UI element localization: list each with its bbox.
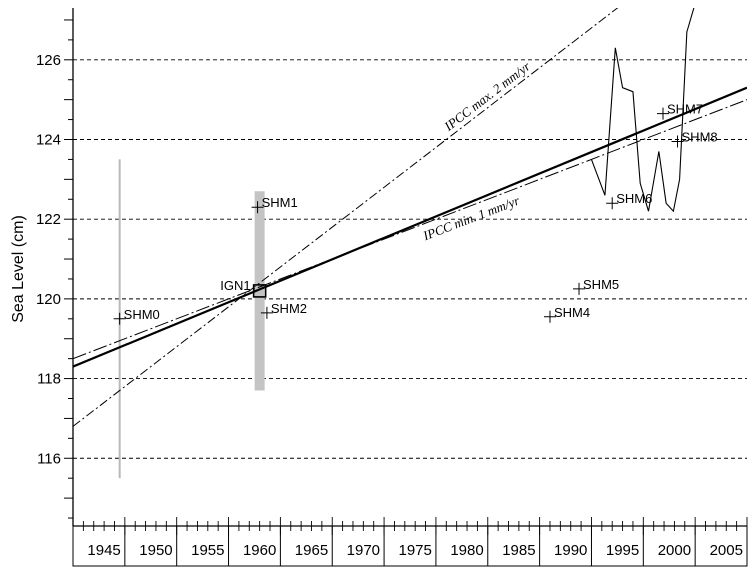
trend-line-1 xyxy=(73,8,619,427)
x-tick-label-1970: 1970 xyxy=(347,542,380,559)
ipcc-max-label: IPCC max. 2 mm/yr xyxy=(441,58,534,134)
point-marker-shm0 xyxy=(113,312,126,325)
point-label-shm0: SHM0 xyxy=(124,307,160,322)
trend-lines xyxy=(73,8,747,427)
point-marker-shm7 xyxy=(657,107,670,120)
x-tick-label-1995: 1995 xyxy=(606,542,639,559)
ipcc-min-label: IPCC min. 1 mm/yr xyxy=(420,192,522,243)
labels: SHM0 SHM1 IGN1 SHM2 SHM4 SHM5 SHM6 SHM7 SHM8 IPCC… xyxy=(124,58,718,322)
y-axis-title: Sea Level (cm) xyxy=(10,215,27,323)
grid-lines xyxy=(73,59,747,459)
y-tick-label-118: 118 xyxy=(37,371,61,388)
ticks: 116 118 120 122 124 126 1945 1950 1955 1960 1965 19… xyxy=(36,19,748,566)
point-label-shm8: SHM8 xyxy=(682,129,718,144)
point-label-shm2: SHM2 xyxy=(271,301,307,316)
x-tick-label-1975: 1975 xyxy=(398,542,431,559)
y-tick-label-122: 122 xyxy=(36,211,61,228)
trend-line-2 xyxy=(73,99,747,360)
x-tick-label-1980: 1980 xyxy=(450,542,483,559)
x-tick-label-2005: 2005 xyxy=(710,542,743,559)
y-tick-label-120: 120 xyxy=(36,291,61,308)
x-tick-label-1985: 1985 xyxy=(502,542,535,559)
point-marker-shm2 xyxy=(260,306,273,319)
point-marker-shm1 xyxy=(251,201,264,214)
y-tick-label-116: 116 xyxy=(37,450,61,467)
x-tick-label-1965: 1965 xyxy=(295,542,328,559)
point-marker-shm8 xyxy=(671,135,684,148)
y-tick-label-124: 124 xyxy=(36,131,61,148)
point-label-shm7: SHM7 xyxy=(667,102,703,117)
x-tick-label-1955: 1955 xyxy=(191,542,224,559)
point-marker-shm4 xyxy=(543,310,556,323)
point-label-shm4: SHM4 xyxy=(554,305,590,320)
point-marker-shm6 xyxy=(606,197,619,210)
point-label-ign1: IGN1 xyxy=(220,278,250,293)
point-label-shm1: SHM1 xyxy=(262,195,298,210)
series-line-0 xyxy=(590,8,695,213)
x-tick-label-1950: 1950 xyxy=(139,542,172,559)
x-tick-label-1945: 1945 xyxy=(87,542,120,559)
point-marker-ign1 xyxy=(252,284,267,298)
point-label-shm6: SHM6 xyxy=(616,191,652,206)
point-label-shm5: SHM5 xyxy=(583,277,619,292)
y-tick-label-126: 126 xyxy=(36,52,61,69)
x-tick-label-1990: 1990 xyxy=(554,542,587,559)
trend-line-0 xyxy=(73,86,747,368)
x-tick-label-2000: 2000 xyxy=(658,542,691,559)
point-marker-shm5 xyxy=(573,282,586,295)
x-label-band xyxy=(72,525,748,567)
series-lines xyxy=(590,8,695,213)
data-points xyxy=(113,107,684,325)
x-tick-label-1960: 1960 xyxy=(243,542,276,559)
axes xyxy=(72,8,748,567)
